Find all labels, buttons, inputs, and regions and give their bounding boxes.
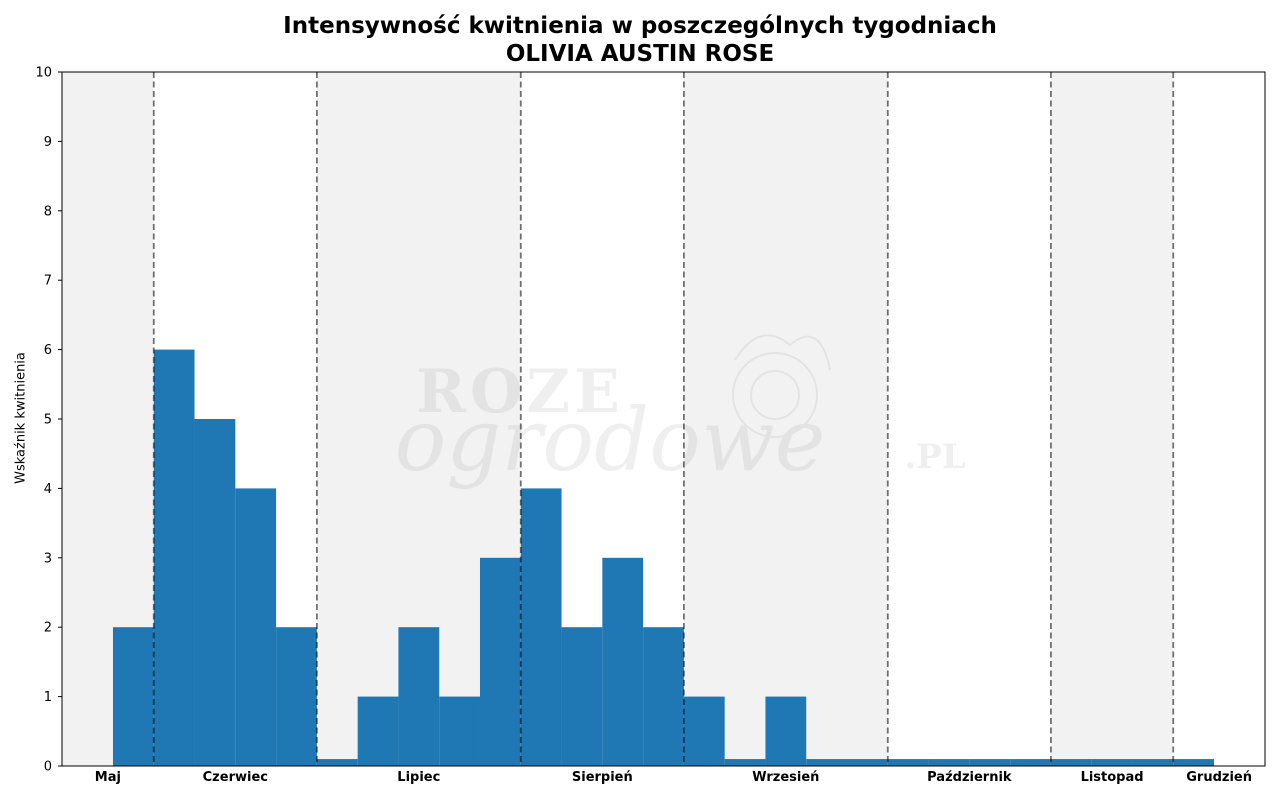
watermark-logo: ROZE ogrodowe .PL xyxy=(394,334,966,491)
month-labels: Maj Czerwiec Lipiec Sierpień Wrzesień Paździe… xyxy=(95,770,1252,785)
month-label: Grudzień xyxy=(1186,770,1252,785)
y-tick-label: 7 xyxy=(44,274,52,289)
bar xyxy=(1091,759,1133,766)
month-label: Czerwiec xyxy=(203,770,268,785)
bar xyxy=(1173,759,1215,766)
bar xyxy=(561,627,603,766)
month-band xyxy=(1050,72,1174,766)
bar xyxy=(398,627,440,766)
bar xyxy=(479,557,521,766)
bars xyxy=(112,349,1215,766)
bar xyxy=(1050,759,1092,766)
bar xyxy=(1010,759,1051,766)
bar xyxy=(520,488,562,766)
bar xyxy=(1132,759,1174,766)
month-label: Listopad xyxy=(1081,770,1144,785)
bar xyxy=(112,627,154,766)
bar xyxy=(602,557,644,766)
watermark-word-2: ogrodowe xyxy=(394,391,825,491)
bar xyxy=(724,759,766,766)
watermark-word-1: ROZE xyxy=(416,357,624,427)
y-tick-label: 9 xyxy=(44,135,52,150)
y-tick-label: 1 xyxy=(44,690,52,705)
y-tick-label: 6 xyxy=(44,343,52,358)
bar xyxy=(969,759,1011,766)
bar xyxy=(683,696,725,766)
watermark-rose-icon xyxy=(732,334,831,438)
month-label: Lipiec xyxy=(397,770,440,785)
bar xyxy=(153,349,195,766)
y-tick-label: 4 xyxy=(44,482,52,497)
y-tick-label: 5 xyxy=(44,413,52,428)
bar xyxy=(928,759,970,766)
chart-subtitle: OLIVIA AUSTIN ROSE xyxy=(505,41,775,67)
y-tick-label: 8 xyxy=(44,204,52,219)
y-tick-label: 0 xyxy=(44,760,52,775)
month-label: Sierpień xyxy=(572,770,633,785)
bar xyxy=(765,696,807,766)
bar xyxy=(276,627,317,766)
month-label: Wrzesień xyxy=(752,770,819,785)
watermark-word-3: .PL xyxy=(904,437,965,477)
bar xyxy=(357,696,399,766)
bar xyxy=(847,759,888,766)
month-band xyxy=(683,72,888,766)
bar xyxy=(439,696,480,766)
y-tick-label: 10 xyxy=(35,66,52,81)
y-tick-label: 3 xyxy=(44,551,52,566)
bar xyxy=(887,759,929,766)
month-label: Maj xyxy=(95,770,121,785)
month-label: Październik xyxy=(927,770,1012,785)
bar xyxy=(194,419,236,766)
bar xyxy=(806,759,848,766)
month-bands xyxy=(62,72,1174,766)
y-tick-label: 2 xyxy=(44,621,52,636)
chart-title: Intensywność kwitnienia w poszczególnych… xyxy=(283,13,997,39)
month-dividers xyxy=(152,72,1175,766)
bar xyxy=(643,627,684,766)
bar xyxy=(316,759,358,766)
y-axis: 0 1 2 3 4 5 6 7 8 9 10 xyxy=(35,66,62,775)
bar xyxy=(235,488,277,766)
